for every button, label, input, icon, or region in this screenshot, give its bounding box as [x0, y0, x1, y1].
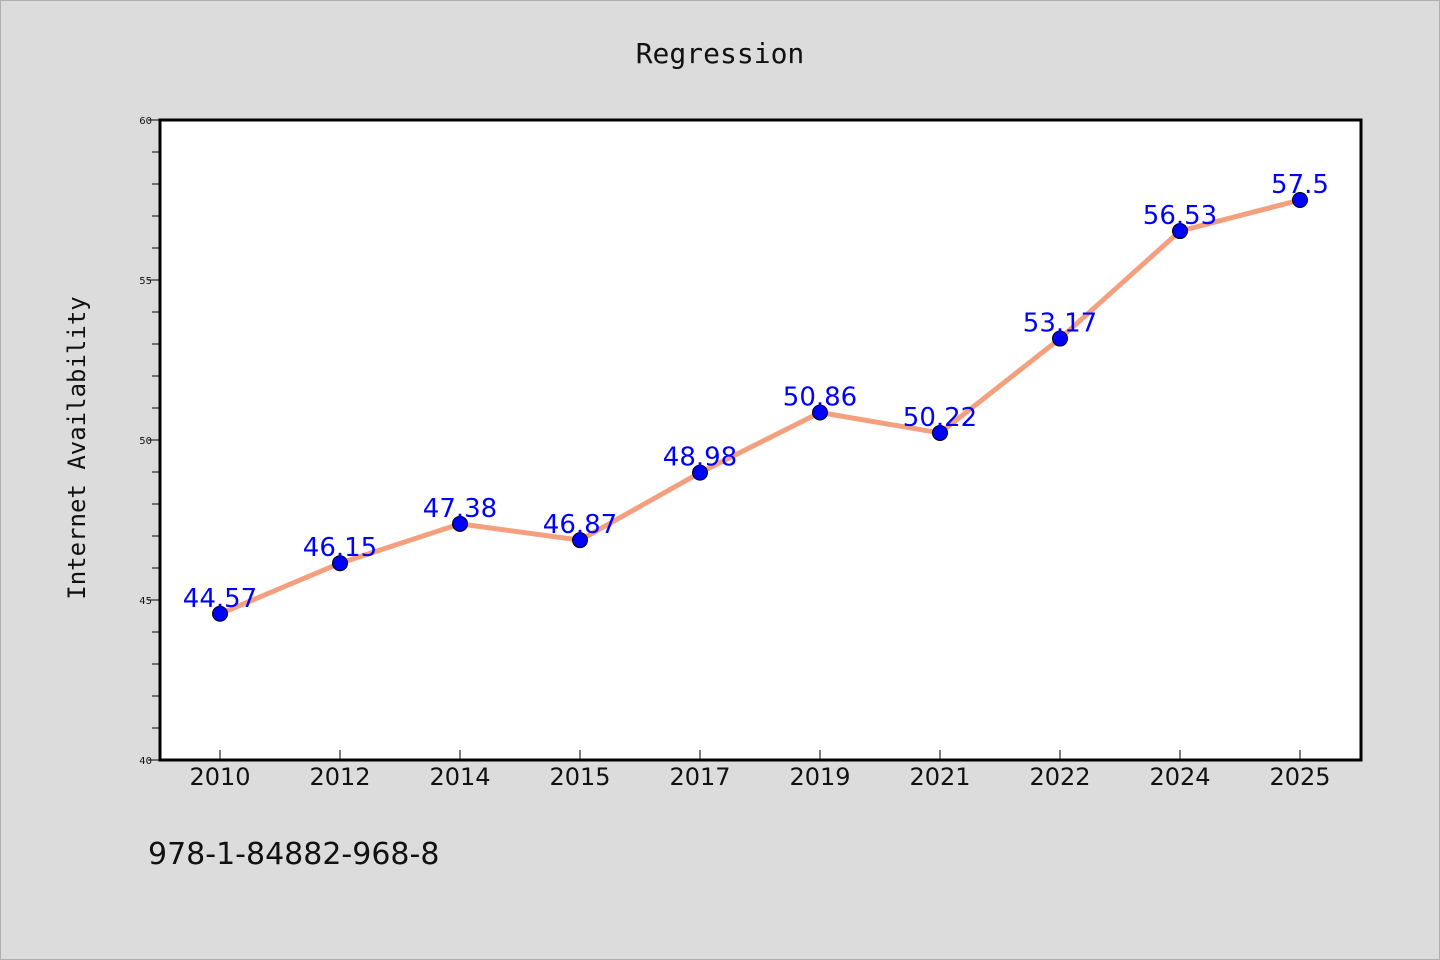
data-labels: 44.57 46.15 47.38 46.87 48.98 50.86 50.22 53.17…: [183, 170, 1329, 614]
x-tick-label: 2010: [189, 763, 250, 791]
y-tick-label: 60: [139, 116, 152, 127]
data-label: 50.86: [783, 382, 857, 412]
x-axis-ticks: 2010 2012 2014 2015 2017 2019 2021 2022 2024 2025: [189, 750, 1331, 791]
data-markers: [212, 192, 1308, 622]
x-tick-label: 2022: [1029, 763, 1090, 791]
data-point: [452, 515, 468, 532]
data-point: [1172, 223, 1188, 240]
plot-border: [158, 118, 1363, 762]
y-tick-label: 55: [139, 276, 152, 287]
x-tick-label: 2014: [429, 763, 490, 791]
data-label: 56.53: [1143, 201, 1217, 231]
data-point: [812, 404, 828, 421]
data-label: 44.57: [183, 584, 257, 614]
y-tick-label: 40: [139, 756, 152, 767]
x-tick-label: 2015: [549, 763, 610, 791]
data-label: 50.22: [903, 403, 977, 433]
x-tick-label: 2017: [669, 763, 730, 791]
x-tick-label: 2025: [1269, 763, 1330, 791]
data-label: 48.98: [663, 443, 737, 473]
y-axis-ticks: 40 45 50 55 60: [139, 116, 160, 767]
data-label: 46.15: [303, 533, 377, 563]
data-point: [1052, 330, 1068, 347]
data-point: [692, 464, 708, 481]
x-tick-label: 2012: [309, 763, 370, 791]
data-point: [212, 605, 228, 622]
data-label: 57.5: [1271, 170, 1329, 200]
data-point: [932, 424, 948, 441]
x-tick-label: 2019: [789, 763, 850, 791]
x-tick-label: 2024: [1149, 763, 1210, 791]
data-point: [332, 555, 348, 572]
series-line: [219, 197, 1301, 617]
y-tick-label: 45: [139, 596, 152, 607]
y-axis-label: Internet Availability: [63, 296, 91, 599]
data-label: 47.38: [423, 494, 497, 524]
data-point: [1292, 192, 1308, 208]
data-point: [572, 532, 588, 549]
data-label: 46.87: [543, 510, 617, 540]
chart-title: Regression: [636, 37, 805, 70]
y-tick-label: 50: [139, 436, 152, 447]
data-label: 53.17: [1023, 309, 1097, 339]
isbn-caption: 978-1-84882-968-8: [148, 837, 439, 872]
x-tick-label: 2021: [909, 763, 970, 791]
